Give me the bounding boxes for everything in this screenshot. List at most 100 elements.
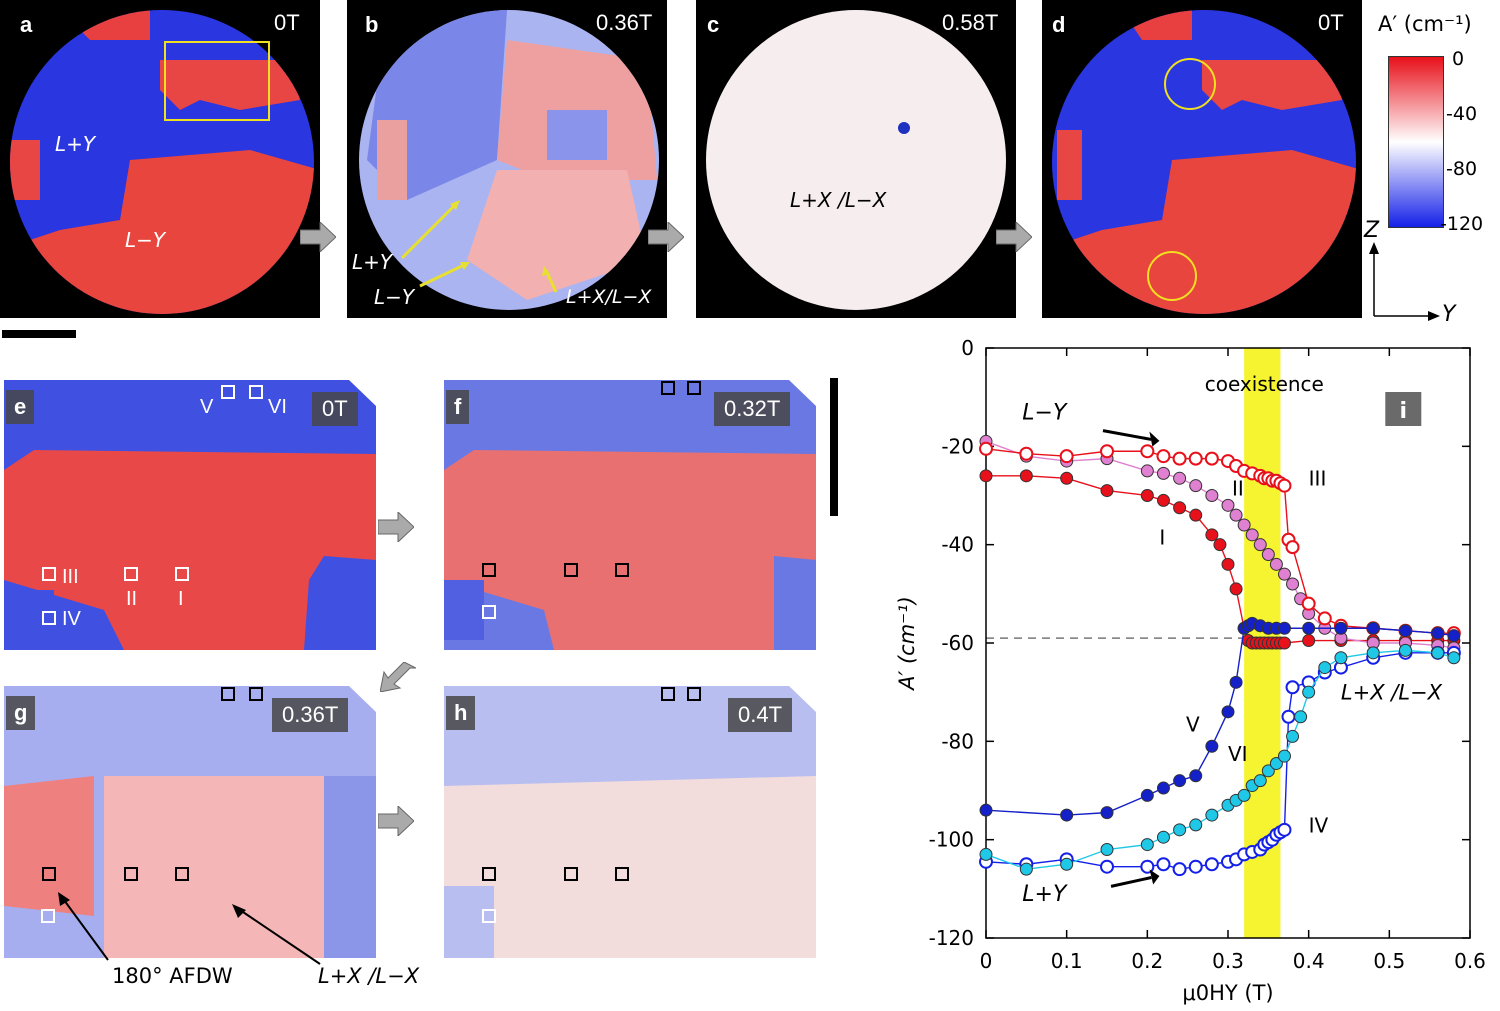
data-point-VI <box>1286 729 1300 743</box>
data-point-IV <box>1204 857 1219 872</box>
data-point-I <box>1189 508 1203 522</box>
data-point-II <box>1245 528 1259 542</box>
x-tick-label: 0.3 <box>1212 949 1244 973</box>
panel-f-letter: f <box>446 390 470 424</box>
data-point-V <box>1277 621 1291 635</box>
data-point-VI <box>1173 823 1187 837</box>
data-point-V <box>1205 739 1219 753</box>
series-label-VI: VI <box>1228 742 1248 766</box>
data-point-III <box>1156 449 1171 464</box>
data-point-IV <box>1285 680 1300 695</box>
data-point-V <box>1173 774 1187 788</box>
data-point-VI <box>1302 685 1316 699</box>
colorbar-title: A′ (cm⁻¹) <box>1378 12 1472 36</box>
panel-b-LminusY: L−Y <box>374 285 415 309</box>
roman-label: VI <box>268 396 287 418</box>
data-point-VI <box>1253 774 1267 788</box>
data-point-I <box>1213 538 1227 552</box>
data-point-VI <box>1269 756 1283 770</box>
data-point-VI <box>979 847 993 861</box>
arrow-head-icon <box>1149 431 1160 447</box>
data-point-I <box>979 469 993 483</box>
data-point-VI <box>1318 661 1332 675</box>
roman-label: V <box>200 396 214 418</box>
series-label-I: I <box>1159 526 1165 550</box>
x-tick-label: 0.1 <box>1051 949 1083 973</box>
data-point-VI <box>1100 843 1114 856</box>
panel-e-field: 0T <box>312 392 358 426</box>
data-point-II <box>1205 489 1219 502</box>
data-point-V <box>1060 808 1074 822</box>
series-label-IV: IV <box>1309 813 1329 837</box>
panel-b-LplusY: L+Y <box>352 250 393 274</box>
zoom-markers <box>41 381 701 965</box>
data-point-I <box>1060 471 1074 485</box>
data-point-I <box>1156 493 1170 507</box>
x-tick-label: 0 <box>980 949 993 973</box>
data-point-VI <box>1447 651 1461 665</box>
scale-bar <box>2 330 76 338</box>
data-point-IV <box>1172 862 1187 877</box>
data-point-II <box>1221 498 1235 512</box>
panel-b-field: 0.36T <box>596 10 653 35</box>
data-point-II <box>1269 557 1283 571</box>
panel-a-field: 0T <box>274 10 300 35</box>
roman-label: I <box>178 588 184 610</box>
panel-a-map <box>10 10 314 314</box>
data-point-I <box>1302 634 1316 648</box>
data-point-VI <box>1205 808 1219 822</box>
data-point-I <box>1205 528 1219 542</box>
data-point-III <box>1140 444 1155 459</box>
panel-a <box>0 0 320 318</box>
label-LX: L+X /L−X <box>1341 681 1443 705</box>
axes-indicator <box>1369 242 1440 321</box>
data-point-II <box>1286 577 1300 591</box>
series-label-III: III <box>1309 467 1327 491</box>
axis-y-label: Y <box>1442 302 1456 327</box>
data-point-V <box>1366 621 1380 635</box>
data-point-I <box>1221 557 1235 571</box>
data-point-I <box>1100 484 1114 498</box>
panel-h-map <box>444 686 816 958</box>
data-point-V <box>979 803 993 817</box>
data-point-II <box>1189 479 1203 493</box>
panel-c-letter: c <box>707 12 720 37</box>
panel-d <box>1042 0 1362 318</box>
y-tick-label: -80 <box>941 729 974 753</box>
data-point-VI <box>1398 643 1412 657</box>
panel-h-field: 0.4T <box>728 698 793 732</box>
arrow-right-icon <box>996 222 1032 252</box>
arrow-right-icon <box>648 222 684 252</box>
chart-i: 0 0.1 0.2 0.3 0.4 0.5 0.6 0 -20 -40 -60 -80 -100 -120… <box>895 336 1486 1005</box>
series-label-V: V <box>1186 713 1200 737</box>
colorbar <box>1388 56 1444 228</box>
panel-b-letter: b <box>365 12 379 37</box>
roman-label: III <box>62 566 79 588</box>
coexistence-label: coexistence <box>1205 372 1324 396</box>
arrow-line <box>1110 876 1152 888</box>
panel-i-badge <box>1385 392 1422 426</box>
panel-d-map <box>1052 10 1356 314</box>
panel-c <box>696 0 1016 318</box>
data-point-III <box>1204 451 1219 466</box>
data-point-II <box>1173 471 1187 485</box>
x-tick-label: 0.4 <box>1293 949 1325 973</box>
data-point-III <box>1301 596 1316 611</box>
data-point-III <box>1317 611 1332 626</box>
data-point-VI <box>1431 646 1445 660</box>
data-point-III <box>979 441 993 456</box>
colorbar-tick: 0 <box>1452 48 1465 70</box>
data-point-V <box>1221 705 1235 719</box>
data-point-VI <box>1334 651 1348 665</box>
data-point-II <box>1140 464 1154 478</box>
afdw-label: 180° AFDW <box>112 964 233 988</box>
panel-a-LminusY: L−Y <box>125 228 166 252</box>
data-point-I <box>1277 636 1291 650</box>
y-tick-label: -120 <box>929 926 974 950</box>
data-point-IV <box>1156 857 1171 872</box>
zoom-scale-bar <box>830 378 838 516</box>
data-point-IV <box>1188 859 1203 874</box>
panel-g-letter: g <box>6 696 36 730</box>
panel-e-letter: e <box>6 390 35 424</box>
data-point-V <box>1447 629 1461 643</box>
